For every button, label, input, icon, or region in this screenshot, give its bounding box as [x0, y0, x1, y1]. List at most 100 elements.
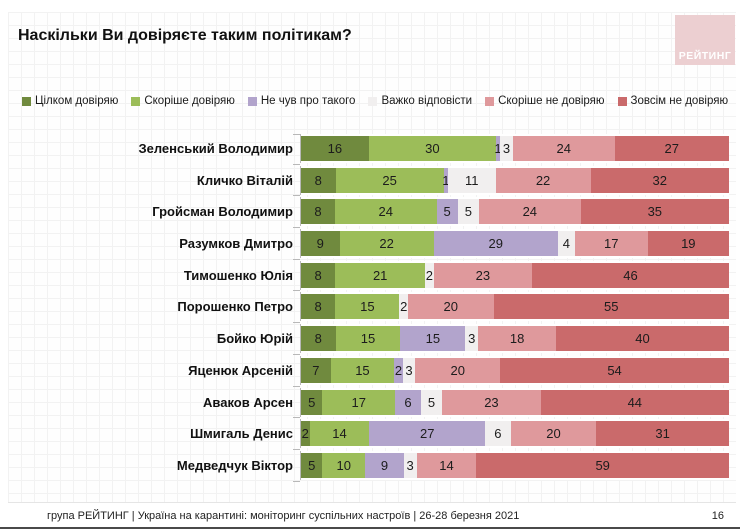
bar-segment: 40 — [556, 326, 729, 352]
politician-name: Разумков Дмитро — [179, 236, 293, 252]
bar-segment: 9 — [365, 452, 404, 478]
legend-item: Цілком довіряю — [22, 95, 118, 107]
segment-value: 5 — [308, 457, 316, 473]
legend-label: Скоріше довіряю — [144, 95, 235, 107]
segment-value: 9 — [316, 236, 324, 252]
bar-segment: 8 — [301, 167, 336, 193]
bar-band: 8 15 2 20 55 — [300, 292, 729, 322]
bar-segment: 8 — [301, 199, 335, 225]
segment-value: 3 — [468, 331, 476, 347]
legend-item: Скоріше довіряю — [131, 95, 235, 107]
segment-value: 55 — [604, 299, 619, 315]
segment-value: 27 — [664, 141, 679, 156]
bar-segment: 35 — [580, 199, 729, 225]
legend-swatch — [617, 96, 627, 106]
bar-segment: 24 — [478, 199, 581, 225]
stacked-bar: 8 25 1 11 22 32 — [301, 167, 729, 193]
stacked-bar: 8 15 15 3 18 40 — [301, 326, 729, 352]
bar-band: 8 24 5 5 24 35 — [300, 197, 729, 227]
segment-value: 3 — [405, 362, 413, 378]
rating-logo: РЕЙТИНГ — [675, 15, 735, 65]
bar-segment: 14 — [309, 421, 370, 447]
bar-segment: 5 — [436, 199, 458, 225]
segment-value: 31 — [655, 426, 670, 442]
bar-segment: 4 — [557, 231, 575, 257]
stacked-bar: 2 14 27 6 20 31 — [301, 421, 729, 447]
segment-value: 17 — [351, 394, 366, 410]
stacked-bar: 8 15 2 20 55 — [301, 294, 729, 320]
segment-value: 24 — [378, 204, 393, 220]
legend-label: Зовсім не довіряю — [630, 95, 729, 107]
bar-segment: 31 — [596, 421, 729, 447]
bar-band: 5 10 9 3 14 59 — [300, 450, 729, 480]
bar-band: 8 21 2 23 46 — [300, 260, 729, 290]
stacked-bar: 16 30 1 3 24 27 — [301, 136, 729, 161]
bar-segment: 18 — [478, 326, 557, 352]
segment-value: 27 — [419, 426, 435, 442]
bar-segment: 8 — [301, 262, 336, 288]
segment-value: 2 — [394, 362, 403, 378]
segment-value: 14 — [439, 457, 454, 473]
legend-item: Скоріше не довіряю — [485, 95, 605, 107]
bar-segment: 8 — [301, 326, 336, 352]
bar-segment: 11 — [447, 167, 496, 193]
politician-name: Шмигаль Денис — [190, 426, 293, 442]
bar-segment: 32 — [590, 167, 729, 193]
chart-row: Разумков Дмитро 9 22 29 4 17 19 — [10, 229, 729, 261]
legend-label: Не чув про такого — [260, 95, 356, 107]
bar-band: 5 17 6 5 23 44 — [300, 387, 729, 417]
bar-segment: 6 — [395, 389, 421, 415]
segment-value: 2 — [301, 426, 309, 442]
chart-row: Бойко Юрій 8 15 15 3 18 40 — [10, 324, 729, 356]
bottom-border — [0, 527, 740, 529]
bar-segment: 5 — [301, 452, 323, 478]
politician-name: Яценюк Арсеній — [188, 362, 293, 378]
bar-band: 8 15 15 3 18 40 — [300, 324, 729, 354]
segment-value: 59 — [595, 457, 610, 473]
segment-value: 46 — [623, 267, 638, 283]
bar-segment: 5 — [457, 199, 479, 225]
segment-value: 17 — [604, 236, 619, 252]
stacked-bar: 9 22 29 4 17 19 — [301, 231, 729, 257]
segment-value: 4 — [562, 236, 570, 252]
bar-segment: 2 — [399, 294, 408, 320]
segment-value: 7 — [312, 362, 320, 378]
segment-value: 5 — [464, 204, 472, 220]
segment-value: 14 — [332, 426, 347, 442]
politician-name: Гройсман Володимир — [152, 204, 293, 220]
segment-value: 15 — [360, 299, 375, 315]
segment-value: 8 — [314, 172, 322, 188]
segment-value: 3 — [502, 141, 511, 156]
legend-swatch — [131, 96, 141, 106]
bar-segment: 2 — [394, 357, 403, 383]
legend-label: Скоріше не довіряю — [498, 95, 605, 107]
bar-band: 2 14 27 6 20 31 — [300, 419, 729, 449]
segment-value: 1 — [494, 141, 502, 156]
chart-row: Тимошенко Юлія 8 21 2 23 46 — [10, 260, 729, 293]
bar-segment: 24 — [512, 136, 615, 161]
segment-value: 5 — [427, 394, 436, 410]
bar-band: 9 22 29 4 17 19 — [300, 229, 729, 259]
bar-segment: 59 — [476, 452, 729, 478]
politician-name: Зеленський Володимир — [138, 141, 293, 156]
segment-value: 8 — [314, 204, 322, 220]
bar-segment: 15 — [400, 326, 466, 352]
bar-segment: 14 — [416, 452, 477, 478]
segment-value: 5 — [443, 204, 451, 220]
page-title: Наскільки Ви довіряєте таким політикам? — [18, 27, 352, 44]
bar-segment: 24 — [334, 199, 437, 225]
bar-segment: 3 — [465, 326, 479, 352]
segment-value: 8 — [314, 331, 322, 347]
bar-segment: 22 — [339, 231, 434, 257]
segment-value: 20 — [546, 426, 561, 442]
bar-segment: 3 — [403, 452, 417, 478]
legend: Цілком довіряю Скоріше довіряю Не чув пр… — [22, 95, 728, 107]
stacked-bar: 8 21 2 23 46 — [301, 262, 729, 288]
bar-segment: 10 — [322, 452, 366, 478]
chart-row: Шмигаль Денис 2 14 27 6 20 31 — [10, 419, 729, 451]
legend-item: Зовсім не довіряю — [617, 95, 729, 107]
chart-row: Зеленський Володимир 16 30 1 3 24 27 — [10, 134, 729, 166]
legend-item: Важко відповісти — [368, 95, 472, 107]
segment-value: 24 — [522, 204, 538, 220]
bar-segment: 6 — [485, 421, 511, 447]
